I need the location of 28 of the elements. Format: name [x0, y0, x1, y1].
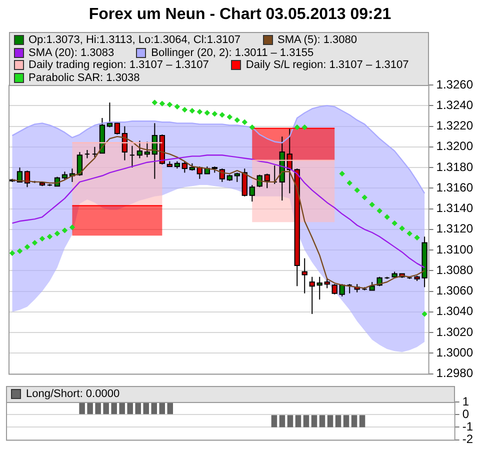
y-tick-label: 1.3180 — [436, 160, 474, 174]
y-tick-label: 1.3100 — [436, 242, 474, 256]
y-tick-label: 1.3140 — [436, 201, 474, 216]
y-tick-label: 1.3040 — [436, 304, 474, 318]
y-tick-label: 1.3160 — [436, 180, 474, 194]
legend-label: SMA (20): 1.3083 — [28, 46, 114, 59]
y-tick-label: 1.3240 — [436, 98, 474, 112]
legend-label: Daily S/L region: 1.3107 – 1.3107 — [246, 59, 409, 72]
legend-label: Op:1.3073, Hi:1.3113, Lo:1.3064, Cl:1.3107 — [28, 34, 241, 46]
legend-label: Daily trading region: 1.3107 – 1.3107 — [28, 59, 209, 72]
y-tick-label: 1.3080 — [436, 262, 474, 277]
y-tick-label: -1 — [462, 420, 474, 434]
y-tick-label: 1.3200 — [436, 139, 474, 154]
y-tick-label: 1.3000 — [436, 345, 474, 360]
y-tick-label: 1.3020 — [436, 324, 474, 339]
y-tick-label: 1 — [462, 394, 470, 408]
y-tick-label: 0 — [462, 406, 470, 421]
y-tick-label: 1.3120 — [436, 222, 474, 236]
y-tick-label: 1.2980 — [436, 366, 474, 380]
legend-label: Parabolic SAR: 1.3038 — [28, 72, 140, 84]
y-tick-label: -2 — [462, 432, 474, 446]
y-tick-label: 1.3260 — [436, 77, 474, 92]
y-tick-label: 1.3220 — [436, 118, 474, 133]
legend-label: Long/Short: 0.0000 — [26, 388, 120, 400]
chart-title: Forex um Neun - Chart 03.05.2013 09:21 — [88, 5, 392, 25]
legend-label: SMA (5): 1.3080 — [278, 34, 358, 46]
legend-label: Bollinger (20, 2): 1.3011 – 1.3155 — [151, 46, 314, 59]
y-tick-label: 1.3060 — [436, 284, 474, 298]
